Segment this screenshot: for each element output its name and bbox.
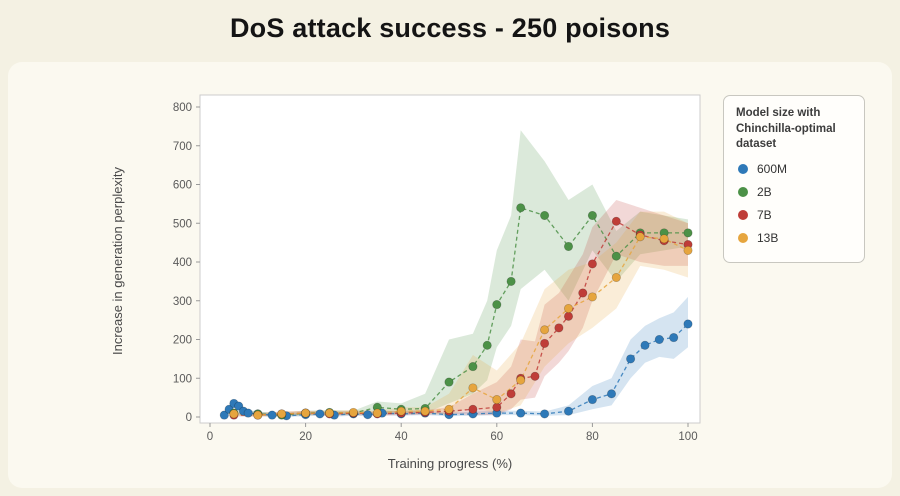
x-tick-label: 40 (395, 431, 408, 443)
point-13B (563, 303, 574, 314)
point-13B (229, 409, 239, 419)
point-13B (444, 404, 454, 414)
point-13B (540, 325, 550, 335)
point-2B (587, 210, 597, 221)
y-tick-label: 800 (173, 102, 192, 114)
x-tick-label: 80 (586, 431, 599, 443)
point-2B (563, 241, 574, 252)
point-7B (578, 288, 588, 298)
legend-items: 600M 2B 7B 13B (736, 162, 852, 245)
point-2B (468, 362, 478, 372)
legend-swatch-icon (738, 163, 748, 174)
legend-item-600M[interactable]: 600M (738, 162, 852, 176)
legend-swatch-icon (738, 209, 748, 220)
point-13B (348, 407, 358, 417)
chart-svg: 0 20 40 60 80 100 0 100 200 300 400 500 600 700 800 In… (110, 94, 701, 471)
point-600M (654, 334, 664, 345)
point-600M (640, 340, 650, 350)
point-13B (683, 245, 693, 255)
point-2B (540, 210, 550, 221)
point-7B (587, 259, 597, 269)
x-tick-label: 20 (299, 431, 312, 443)
point-13B (492, 395, 502, 405)
y-tick-label: 300 (173, 296, 192, 308)
point-13B (587, 292, 597, 302)
y-tick-label: 0 (186, 412, 192, 424)
point-600M (606, 389, 617, 399)
point-13B (253, 410, 263, 420)
legend: Model size with Chinchilla-optimal datas… (723, 95, 865, 263)
legend-item-2B[interactable]: 2B (738, 185, 852, 199)
chart-points (219, 203, 693, 421)
point-13B (659, 234, 669, 244)
band-7B (233, 200, 688, 417)
point-2B (516, 203, 526, 213)
point-7B (563, 311, 574, 321)
y-tick-label: 400 (173, 257, 192, 269)
legend-title: Model size with Chinchilla-optimal datas… (736, 107, 836, 151)
point-13B (611, 272, 621, 283)
point-2B (444, 377, 454, 387)
point-7B (611, 216, 621, 226)
legend-swatch-icon (738, 232, 748, 243)
legend-item-label: 13B (757, 230, 779, 245)
point-600M (683, 319, 693, 329)
point-13B (372, 408, 382, 418)
point-7B (540, 338, 550, 348)
point-2B (506, 276, 516, 286)
legend-swatch-icon (738, 186, 748, 197)
point-13B (277, 409, 287, 419)
x-axis-title: Training progress (%) (388, 456, 513, 471)
point-13B (635, 232, 645, 242)
x-tick-label: 0 (207, 431, 213, 443)
point-600M (540, 409, 550, 419)
point-13B (396, 406, 406, 416)
y-tick-label: 100 (173, 373, 192, 385)
point-13B (420, 406, 430, 416)
point-2B (482, 340, 492, 350)
y-axis-title: Increase in generation perplexity (110, 167, 125, 355)
point-600M (267, 410, 277, 420)
legend-item-7B[interactable]: 7B (738, 208, 852, 222)
chart-ticks: 0 20 40 60 80 100 0 100 200 300 400 500 600 700 800 (173, 102, 698, 443)
point-600M (669, 333, 679, 343)
page-title: DoS attack success - 250 poisons (229, 13, 671, 43)
y-tick-label: 200 (173, 335, 192, 347)
point-2B (683, 228, 693, 238)
line-13B (233, 236, 689, 416)
point-7B (506, 389, 516, 399)
y-tick-label: 500 (173, 218, 192, 230)
point-13B (516, 375, 526, 385)
point-600M (315, 409, 325, 419)
point-7B (554, 323, 564, 333)
point-600M (516, 408, 526, 418)
line-2B (233, 206, 688, 416)
point-600M (587, 395, 597, 405)
point-13B (301, 408, 311, 418)
legend-item-label: 600M (757, 161, 788, 176)
y-tick-label: 700 (173, 141, 192, 153)
legend-item-label: 7B (757, 207, 772, 222)
point-600M (243, 408, 253, 418)
point-2B (492, 300, 502, 310)
point-13B (468, 383, 478, 393)
point-600M (363, 410, 373, 420)
x-tick-label: 100 (678, 431, 697, 443)
x-tick-label: 60 (490, 431, 503, 443)
point-2B (611, 251, 621, 261)
point-600M (626, 354, 636, 364)
point-13B (324, 408, 335, 418)
point-7B (468, 404, 478, 414)
legend-item-13B[interactable]: 13B (738, 231, 852, 245)
band-2B (233, 130, 688, 417)
legend-item-label: 2B (757, 184, 772, 199)
point-600M (563, 406, 574, 416)
chart-card: 0 20 40 60 80 100 0 100 200 300 400 500 600 700 800 In… (8, 62, 892, 488)
y-tick-label: 600 (173, 180, 192, 192)
point-600M (219, 410, 229, 420)
point-7B (492, 402, 502, 412)
point-7B (530, 371, 540, 381)
